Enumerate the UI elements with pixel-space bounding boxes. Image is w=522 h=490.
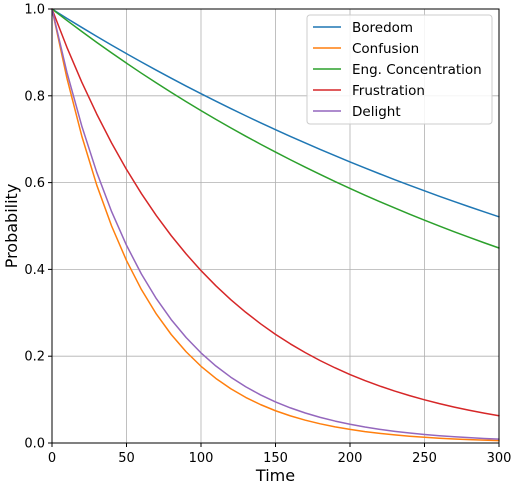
legend: Boredom Confusion Eng. Concentration Frustr… <box>306 14 493 125</box>
y-axis-label: Probability <box>2 184 21 269</box>
series-line-frustration <box>51 8 500 417</box>
x-tick-label: 0 <box>48 451 56 466</box>
x-tick-label: 100 <box>189 451 214 466</box>
x-axis-ticks: 0 50 100 150 200 250 300 <box>48 443 512 466</box>
x-tick-label: 250 <box>412 451 437 466</box>
y-axis-ticks: 0.0 0.2 0.4 0.6 0.8 1.0 <box>24 3 52 452</box>
x-tick-label: 200 <box>338 451 363 466</box>
series-line-boredom <box>51 8 500 218</box>
x-axis-label: Time <box>255 466 295 485</box>
legend-label: Frustration <box>352 83 425 99</box>
legend-label: Delight <box>352 104 401 120</box>
legend-label: Boredom <box>352 20 413 36</box>
y-tick-label: 0.2 <box>24 350 45 365</box>
y-tick-label: 1.0 <box>24 3 45 18</box>
x-tick-label: 300 <box>487 451 512 466</box>
series-line-confusion <box>51 8 500 442</box>
y-tick-label: 0.0 <box>24 437 45 452</box>
x-tick-label: 150 <box>263 451 288 466</box>
y-tick-label: 0.8 <box>24 89 45 104</box>
y-tick-label: 0.4 <box>24 263 45 278</box>
series-lines <box>51 8 500 442</box>
y-tick-label: 0.6 <box>24 176 45 191</box>
x-tick-label: 50 <box>118 451 135 466</box>
series-line-delight <box>51 8 500 440</box>
legend-box <box>306 14 493 125</box>
legend-label: Confusion <box>352 41 419 57</box>
series-line-eng-concentration <box>51 8 500 249</box>
legend-label: Eng. Concentration <box>352 62 482 78</box>
